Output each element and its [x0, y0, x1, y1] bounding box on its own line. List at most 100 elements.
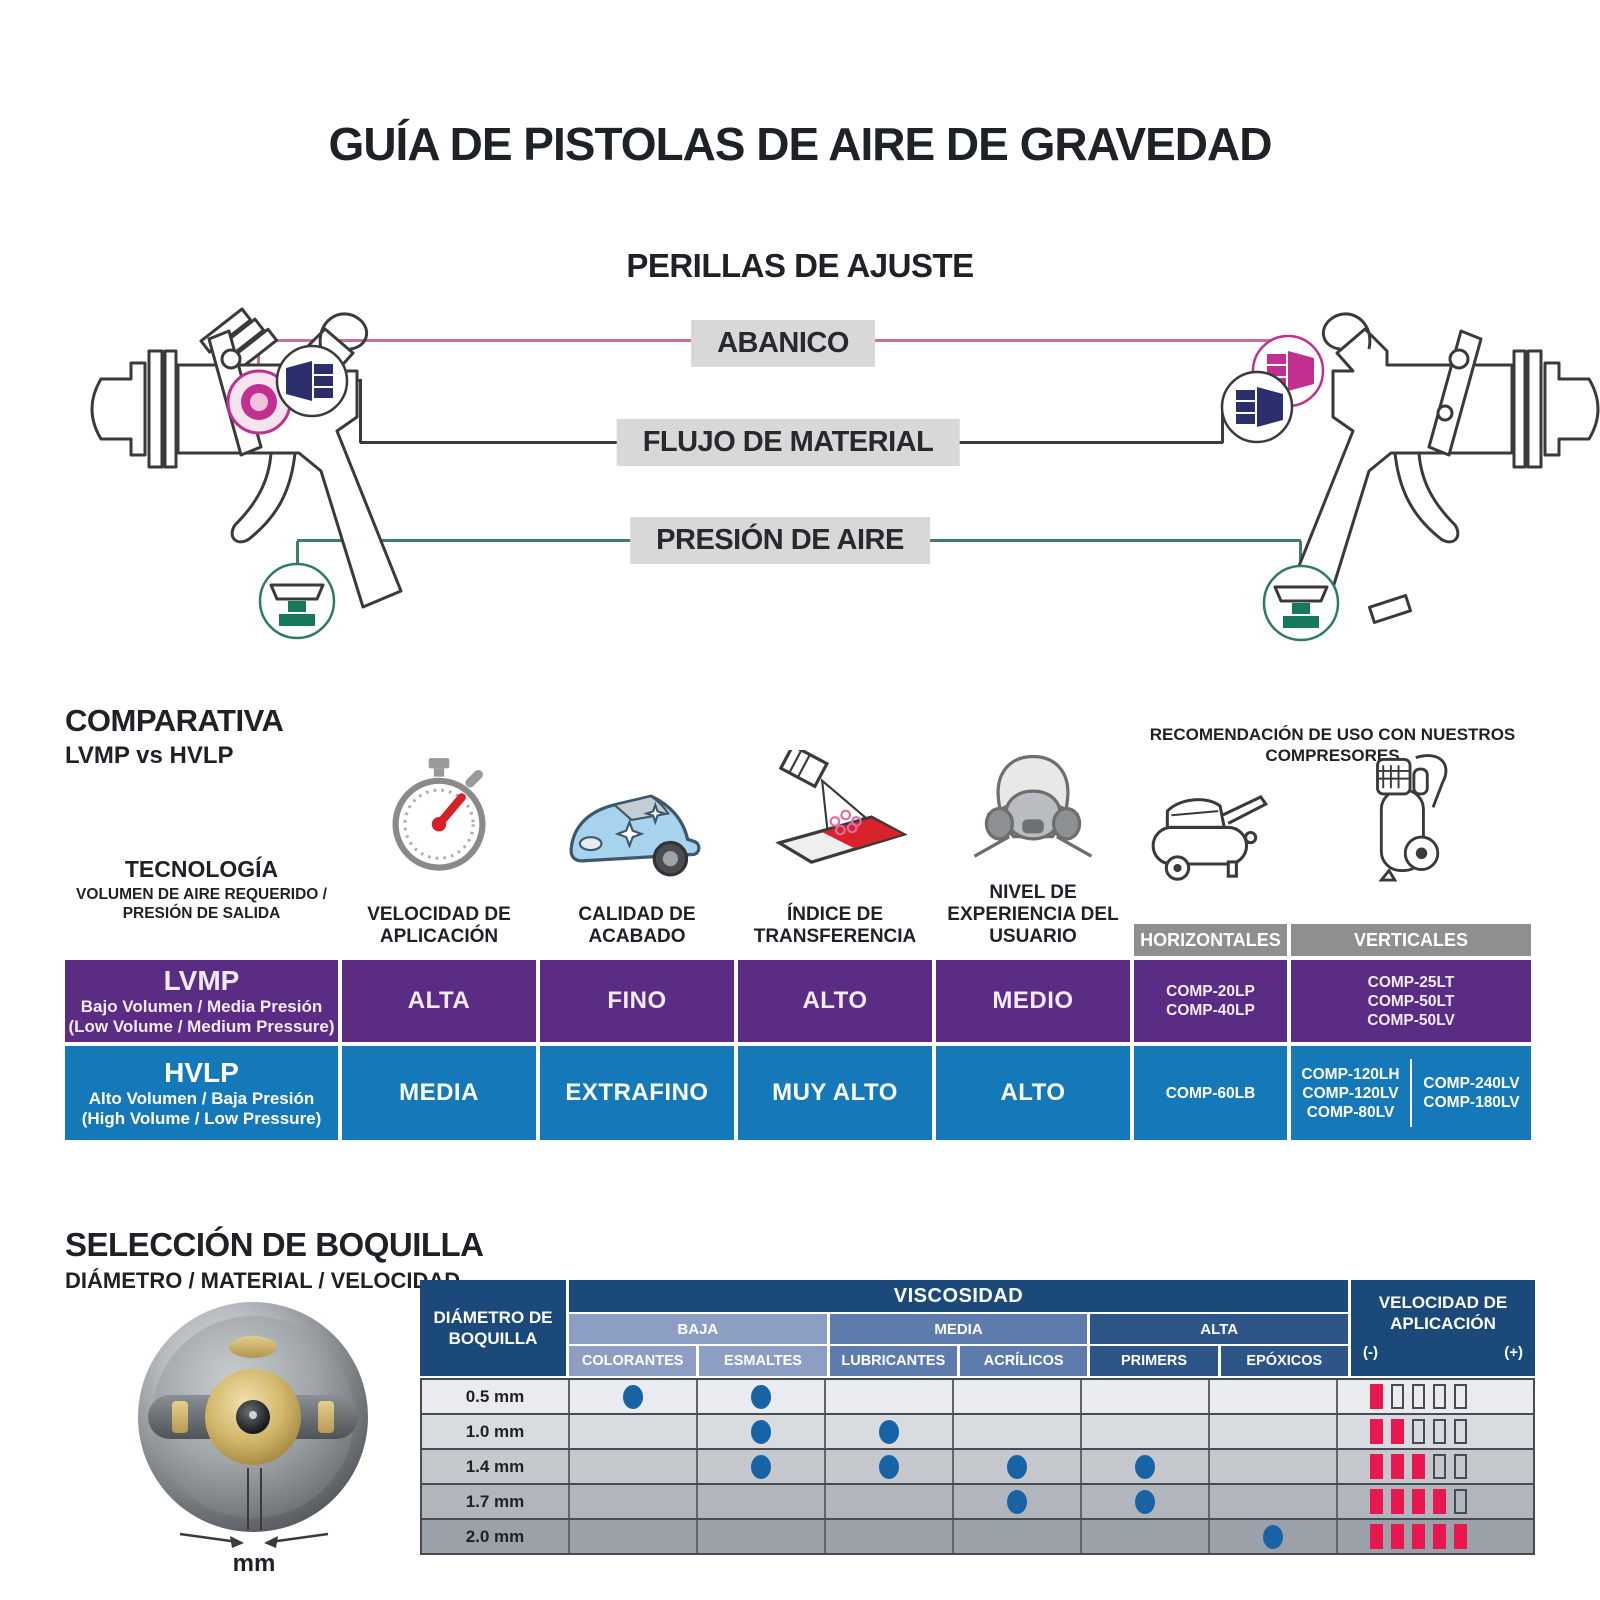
lvmp-indice-cell: ALTO — [738, 960, 932, 1042]
speed-cell — [1336, 1380, 1533, 1413]
speed-bar-segment — [1454, 1489, 1467, 1514]
nozzle-table-rows: 0.5 mm 1.0 mm 1.4 mm 1.7 mm 2.0 mm — [420, 1378, 1535, 1555]
material-header-lubricantes: LUBRICANTES — [829, 1346, 957, 1376]
lvmp-velocidad-cell: ALTA — [342, 960, 536, 1042]
flujo-stub-right-v — [1221, 409, 1224, 443]
material-cell — [952, 1520, 1080, 1553]
column-header-experiencia: NIVEL DE EXPERIENCIA DEL USUARIO — [947, 882, 1119, 947]
hvlp-indice-cell: MUY ALTO — [738, 1046, 932, 1140]
column-header-calidad: CALIDAD DE ACABADO — [578, 904, 696, 947]
material-cell — [1080, 1485, 1208, 1518]
diameter-label: 1.0 mm — [465, 1421, 525, 1441]
material-cell — [1208, 1380, 1336, 1413]
hvlp-velocidad-cell: MEDIA — [342, 1046, 536, 1140]
material-cell — [1208, 1520, 1336, 1553]
mm-measure-line — [247, 1468, 249, 1530]
flujo-stub-left-v — [359, 379, 362, 443]
material-cell — [696, 1415, 824, 1448]
presion-stub-left — [296, 541, 299, 566]
speed-bar-segment — [1391, 1419, 1404, 1444]
speed-bar-segment — [1412, 1489, 1425, 1514]
lvmp-tech-cell: LVMP Bajo Volumen / Media Presión (Low V… — [65, 960, 338, 1042]
material-cell — [568, 1380, 696, 1413]
speed-bar-segment — [1454, 1419, 1467, 1444]
material-dot — [879, 1419, 899, 1444]
compressor-model: COMP-240LV — [1423, 1075, 1520, 1092]
compressor-model: COMP-50LT — [1367, 992, 1455, 1010]
spray-gun-right-illustration — [1287, 312, 1600, 624]
mm-label: mm — [232, 1550, 276, 1577]
material-cell — [696, 1485, 824, 1518]
knobs-section-title: PERILLAS DE AJUSTE — [626, 247, 974, 285]
compressor-model: COMP-50LV — [1367, 1011, 1455, 1029]
lvmp-calidad-cell: FINO — [540, 960, 734, 1042]
material-dot — [1263, 1524, 1283, 1549]
nozzle-row: 1.4 mm — [422, 1448, 1533, 1483]
nozzle-orifice-highlight — [249, 1411, 257, 1419]
speed-cell — [1336, 1520, 1533, 1553]
speed-bar-segment — [1370, 1419, 1383, 1444]
column-header-horizontales: HORIZONTALES — [1134, 924, 1287, 956]
cell-divider — [1410, 1059, 1412, 1127]
material-flow-knob-icon — [275, 344, 349, 418]
column-header-verticales: VERTICALES — [1291, 924, 1531, 956]
mm-arrows-icon — [179, 1532, 329, 1548]
column-header-velocidad: VELOCIDAD DE APLICACIÓN — [367, 904, 511, 947]
nozzle-table-header: DIÁMETRO DE BOQUILLA VISCOSIDAD BAJA MED… — [420, 1280, 1535, 1376]
speed-bar-segment — [1412, 1384, 1425, 1409]
material-header-epoxicos: EPÓXICOS — [1220, 1346, 1348, 1376]
material-dot — [751, 1454, 771, 1479]
material-cell — [824, 1520, 952, 1553]
material-cell — [824, 1485, 952, 1518]
compressor-model: COMP-120LH — [1301, 1065, 1400, 1083]
respirator-icon — [936, 748, 1130, 880]
material-cell — [824, 1450, 952, 1483]
hvlp-horizontales-cell: COMP-60LB — [1134, 1046, 1287, 1140]
material-header-esmaltes: ESMALTES — [699, 1346, 827, 1376]
material-cell — [1080, 1415, 1208, 1448]
column-header-tecnologia: TECNOLOGÍA VOLUMEN DE AIRE REQUERIDO / P… — [76, 856, 327, 922]
speed-bar-segment — [1391, 1489, 1404, 1514]
abanico-label: ABANICO — [691, 320, 875, 367]
nozzle-gold-oval — [229, 1336, 277, 1358]
hvlp-verticales-left: COMP-120LH COMP-120LV COMP-80LV — [1291, 1065, 1410, 1122]
material-cell — [568, 1520, 696, 1553]
diameter-header-cell: DIÁMETRO DE BOQUILLA — [420, 1280, 566, 1376]
comparative-table: LVMP Bajo Volumen / Media Presión (Low V… — [65, 960, 1531, 1140]
viscosity-group-alta: ALTA — [1090, 1314, 1349, 1344]
hvlp-verticales-right: COMP-240LV COMP-180LV — [1412, 1074, 1531, 1112]
material-flow-knob-icon — [1220, 370, 1294, 444]
material-cell — [1080, 1380, 1208, 1413]
car-icon — [540, 756, 734, 880]
material-dot — [1007, 1489, 1027, 1514]
diameter-label: 1.4 mm — [465, 1456, 525, 1476]
viscosity-group-media: MEDIA — [829, 1314, 1088, 1344]
compressor-recommendation-heading: RECOMENDACIÓN DE USO CON NUESTROS COMPRE… — [1149, 725, 1516, 765]
material-cell — [952, 1415, 1080, 1448]
flujo-label: FLUJO DE MATERIAL — [616, 419, 960, 466]
compressor-model: COMP-120LV — [1302, 1084, 1399, 1102]
vertical-compressor-icon — [1291, 748, 1531, 882]
speed-bar-segment — [1370, 1489, 1383, 1514]
speed-bar-segment — [1433, 1489, 1446, 1514]
material-cell — [696, 1380, 824, 1413]
lvmp-horizontales-cell: COMP-20LP COMP-40LP — [1134, 960, 1287, 1042]
mm-measure-line — [260, 1468, 262, 1530]
material-dot — [1135, 1454, 1155, 1479]
air-pressure-knob-icon — [258, 562, 336, 640]
material-cell — [952, 1485, 1080, 1518]
compressor-model: COMP-60LB — [1165, 1084, 1256, 1102]
material-cell — [1208, 1450, 1336, 1483]
hvlp-calidad-cell: EXTRAFINO — [540, 1046, 734, 1140]
diameter-label: 0.5 mm — [465, 1386, 525, 1406]
material-cell — [568, 1415, 696, 1448]
material-header-colorantes: COLORANTES — [569, 1346, 697, 1376]
diameter-label: 2.0 mm — [465, 1526, 525, 1546]
nozzle-selection-table: DIÁMETRO DE BOQUILLA VISCOSIDAD BAJA MED… — [420, 1280, 1535, 1555]
material-cell — [952, 1380, 1080, 1413]
abanico-stub-left — [257, 341, 260, 372]
compressor-model: COMP-25LT — [1367, 973, 1455, 991]
hvlp-tech-cell: HVLP Alto Volumen / Baja Presión (High V… — [65, 1046, 338, 1140]
speed-bar-segment — [1454, 1384, 1467, 1409]
